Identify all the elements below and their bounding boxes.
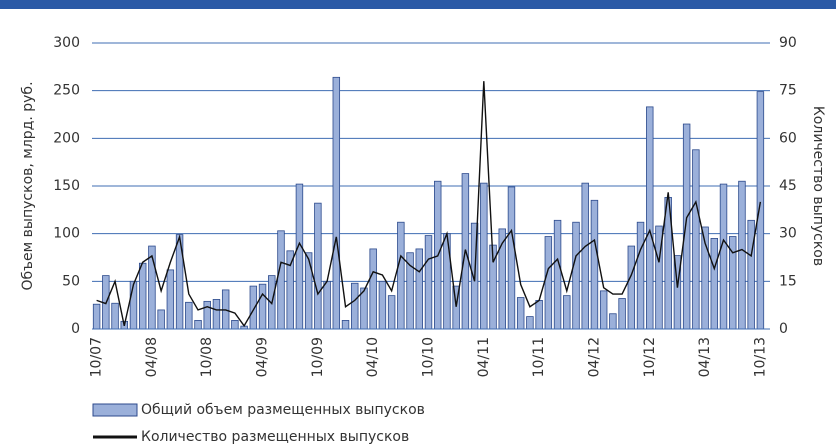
x-tick-label: 04/11 bbox=[476, 337, 492, 377]
bar bbox=[203, 300, 211, 330]
bar bbox=[590, 199, 599, 330]
bar bbox=[480, 182, 488, 330]
bar bbox=[194, 320, 202, 330]
x-tick-label: 10/07 bbox=[89, 337, 105, 377]
x-tick-label: 10/12 bbox=[642, 337, 658, 377]
x-tick-label: 04/08 bbox=[144, 337, 160, 377]
bar bbox=[682, 123, 691, 330]
y2-tick-label: 90 bbox=[779, 35, 797, 51]
bar bbox=[231, 320, 239, 330]
x-tick-label: 10/10 bbox=[421, 337, 437, 377]
bar bbox=[710, 238, 719, 330]
bar bbox=[599, 290, 608, 330]
y2-tick-label: 60 bbox=[779, 130, 797, 146]
bar bbox=[129, 280, 138, 330]
bar bbox=[378, 280, 387, 330]
bar bbox=[424, 235, 433, 330]
bar bbox=[719, 183, 728, 330]
x-tick-label: 10/11 bbox=[531, 337, 547, 377]
y-tick-label: 100 bbox=[53, 226, 80, 242]
bar bbox=[185, 301, 193, 330]
y2-tick-label: 45 bbox=[779, 178, 797, 194]
y-tick-label: 50 bbox=[62, 273, 80, 289]
y-tick-label: 0 bbox=[71, 321, 80, 337]
bar bbox=[369, 248, 377, 330]
bar bbox=[516, 297, 525, 330]
bar bbox=[397, 221, 405, 330]
bar bbox=[304, 252, 313, 330]
bar bbox=[111, 302, 119, 330]
bar bbox=[92, 303, 101, 330]
bar bbox=[277, 230, 285, 330]
x-tick-label: 04/09 bbox=[255, 337, 271, 377]
legend-label: Количество размещенных выпусков bbox=[141, 429, 409, 445]
y-tick-label: 150 bbox=[53, 178, 80, 194]
bar bbox=[415, 248, 423, 330]
y2-tick-label: 75 bbox=[779, 83, 797, 99]
x-tick-label: 04/12 bbox=[586, 337, 602, 377]
bar bbox=[166, 269, 175, 330]
bar bbox=[332, 76, 341, 330]
bar bbox=[544, 236, 553, 330]
bar bbox=[387, 295, 396, 330]
bar bbox=[553, 219, 562, 330]
bar bbox=[138, 262, 147, 330]
legend-swatch bbox=[92, 403, 138, 417]
bar bbox=[572, 221, 580, 330]
bar bbox=[636, 221, 645, 330]
bar bbox=[249, 285, 258, 330]
line bbox=[96, 81, 762, 328]
y2-tick-label: 0 bbox=[779, 321, 788, 337]
bar bbox=[627, 245, 636, 330]
bar bbox=[314, 202, 322, 330]
bar bbox=[756, 91, 765, 330]
bar bbox=[323, 280, 331, 330]
bar bbox=[157, 309, 165, 330]
bar bbox=[406, 252, 414, 330]
y-tick-label: 300 bbox=[53, 35, 80, 51]
bar bbox=[646, 106, 654, 330]
x-tick-label: 10/08 bbox=[199, 337, 215, 377]
bar bbox=[747, 219, 755, 330]
legend-label: Общий объем размещенных выпусков bbox=[141, 402, 425, 418]
x-tick-label: 10/13 bbox=[752, 337, 768, 377]
bar bbox=[618, 298, 626, 330]
x-tick-label: 04/13 bbox=[697, 337, 713, 377]
bar bbox=[258, 283, 267, 330]
y-tick-label: 200 bbox=[53, 130, 80, 146]
x-tick-label: 04/10 bbox=[365, 337, 381, 377]
bar bbox=[738, 180, 746, 330]
bar bbox=[341, 320, 350, 330]
bar bbox=[351, 282, 359, 330]
y2-tick-label: 15 bbox=[779, 273, 797, 289]
bar bbox=[692, 149, 700, 330]
bar bbox=[295, 183, 304, 330]
bar bbox=[581, 182, 589, 330]
bar bbox=[212, 299, 221, 330]
bar bbox=[535, 299, 543, 330]
y2-axis-title: Количество выпусков bbox=[810, 106, 826, 266]
x-tick-label: 10/09 bbox=[310, 337, 326, 377]
bar bbox=[526, 316, 534, 330]
bar bbox=[286, 250, 294, 330]
top-banner bbox=[0, 0, 836, 9]
y-axis-title: Объем выпусков, млрд. руб. bbox=[20, 81, 36, 290]
bar bbox=[609, 313, 617, 330]
y2-tick-label: 30 bbox=[779, 226, 797, 242]
bar bbox=[563, 295, 571, 330]
y-tick-label: 250 bbox=[53, 83, 80, 99]
bar bbox=[507, 186, 516, 330]
